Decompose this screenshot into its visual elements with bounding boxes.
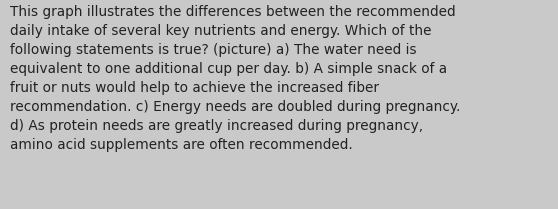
Text: This graph illustrates the differences between the recommended
daily intake of s: This graph illustrates the differences b… <box>10 5 460 152</box>
